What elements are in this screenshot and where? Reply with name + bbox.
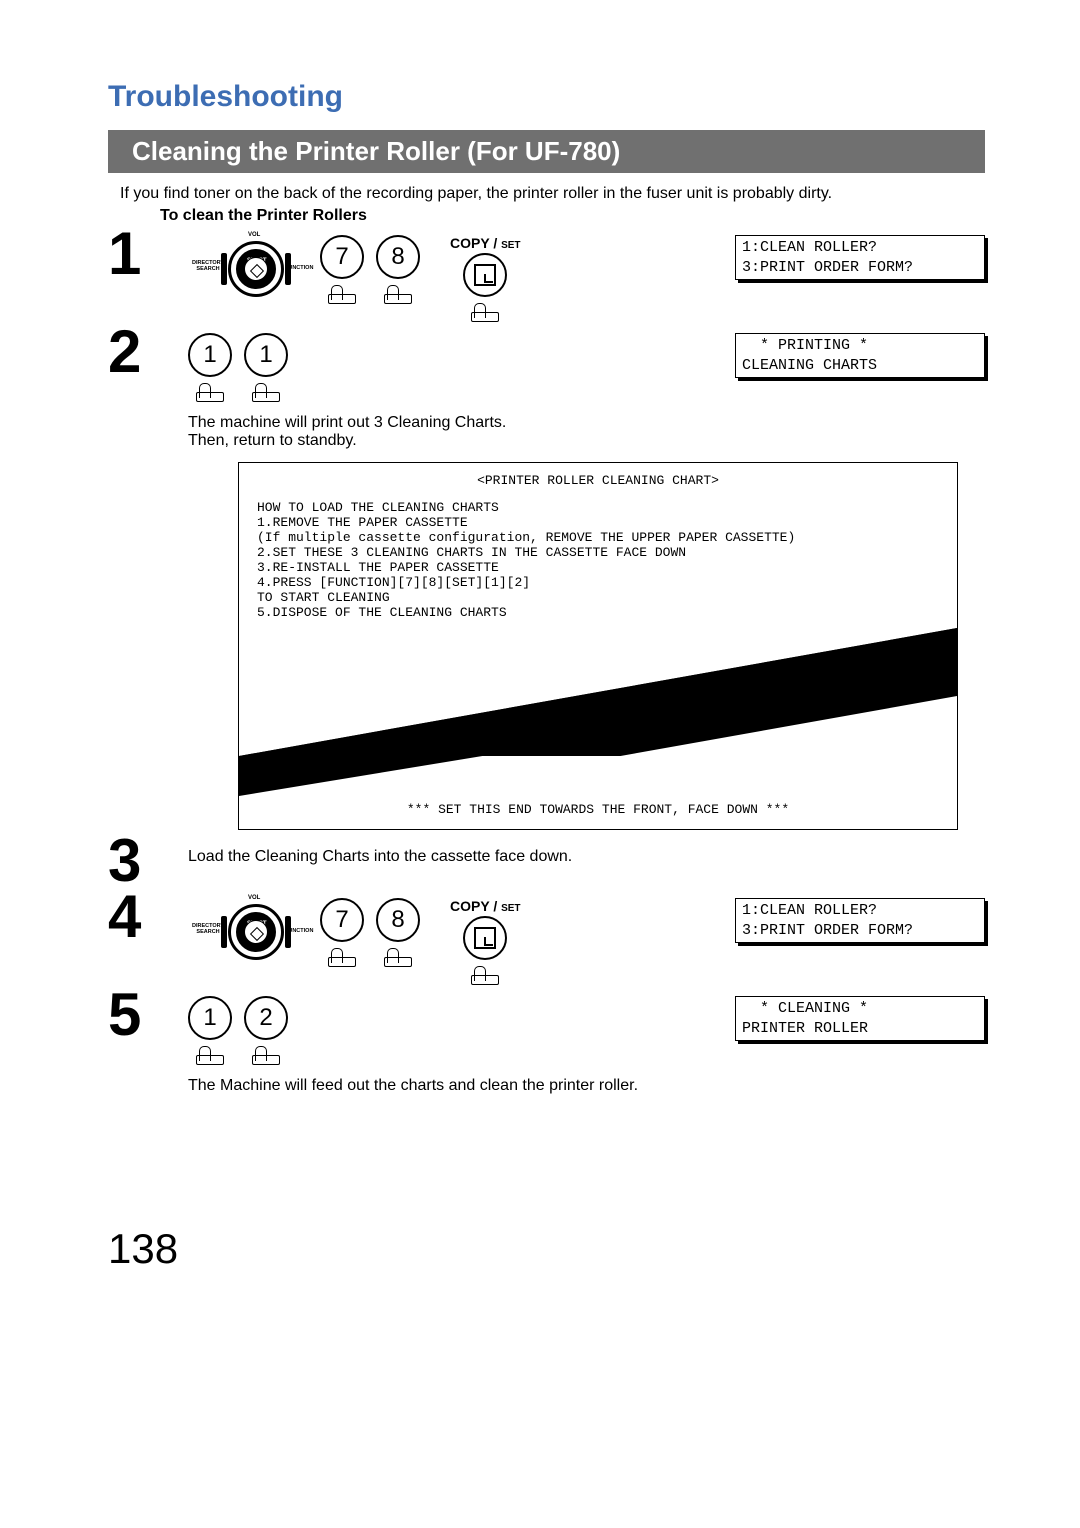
- step-2: 2 1 1 * PRINTING * CLEANING CHARTS: [108, 329, 985, 450]
- key-8: 8: [376, 235, 420, 305]
- black-diagonal-band: [239, 626, 957, 796]
- key-8: 8: [376, 898, 420, 968]
- cleaning-chart: <PRINTER ROLLER CLEANING CHART> HOW TO L…: [238, 462, 958, 830]
- step-number: 5: [108, 988, 188, 1042]
- press-icon: [326, 946, 358, 968]
- lcd-display: * CLEANING * PRINTER ROLLER: [735, 996, 985, 1041]
- press-icon: [194, 381, 226, 403]
- chart-line: (If multiple cassette configuration, REM…: [257, 530, 939, 545]
- step-2-text-1: The machine will print out 3 Cleaning Ch…: [188, 414, 985, 432]
- copy-set-key: COPY / SET: [450, 235, 521, 323]
- chart-line: 3.RE-INSTALL THE PAPER CASSETTE: [257, 560, 939, 575]
- key-1: 1: [188, 996, 232, 1066]
- press-icon: [250, 1044, 282, 1066]
- chart-line: 2.SET THESE 3 CLEANING CHARTS IN THE CAS…: [257, 545, 939, 560]
- press-icon: [382, 283, 414, 305]
- press-icon: [382, 946, 414, 968]
- key-7: 7: [320, 898, 364, 968]
- lcd-display: * PRINTING * CLEANING CHARTS: [735, 333, 985, 378]
- chart-line: 4.PRESS [FUNCTION][7][8][SET][1][2]: [257, 575, 939, 590]
- press-icon: [326, 283, 358, 305]
- step-1: 1 VOL DIRECTORYSEARCH FUNCTION START 7: [108, 231, 985, 323]
- page: Troubleshooting Cleaning the Printer Rol…: [0, 0, 1080, 1313]
- chart-line: 5.DISPOSE OF THE CLEANING CHARTS: [257, 605, 939, 620]
- step-3-text: Load the Cleaning Charts into the casset…: [188, 848, 985, 866]
- chart-title: <PRINTER ROLLER CLEANING CHART>: [257, 473, 939, 488]
- lcd-line: 3:PRINT ORDER FORM?: [742, 258, 978, 278]
- step-5-text: The Machine will feed out the charts and…: [188, 1077, 985, 1095]
- press-icon: [469, 964, 501, 986]
- lcd-line: PRINTER ROLLER: [742, 1019, 978, 1039]
- lcd-line: 3:PRINT ORDER FORM?: [742, 921, 978, 941]
- press-icon: [194, 1044, 226, 1066]
- step-3: 3 Load the Cleaning Charts into the cass…: [108, 838, 985, 888]
- lcd-display: 1:CLEAN ROLLER? 3:PRINT ORDER FORM?: [735, 898, 985, 943]
- lcd-line: 1:CLEAN ROLLER?: [742, 238, 978, 258]
- step-5: 5 1 2 * CLEANING * PRINTER ROLLER: [108, 992, 985, 1095]
- step-2-text-2: Then, return to standby.: [188, 432, 985, 450]
- lcd-line: 1:CLEAN ROLLER?: [742, 901, 978, 921]
- copy-set-key: COPY / SET: [450, 898, 521, 986]
- key-1: 1: [188, 333, 232, 403]
- chart-footer: *** SET THIS END TOWARDS THE FRONT, FACE…: [239, 796, 957, 829]
- subsection-bar: Cleaning the Printer Roller (For UF-780): [108, 130, 985, 173]
- chart-line: 1.REMOVE THE PAPER CASSETTE: [257, 515, 939, 530]
- lcd-line: CLEANING CHARTS: [742, 356, 978, 376]
- directory-label: DIRECTORYSEARCH: [192, 924, 224, 935]
- step-4: 4 VOL DIRECTORYSEARCH FUNCTION START 7: [108, 894, 985, 986]
- step-number: 3: [108, 834, 188, 888]
- section-title: Troubleshooting: [108, 80, 985, 114]
- press-icon: [250, 381, 282, 403]
- step-number: 2: [108, 325, 188, 379]
- step-number: 1: [108, 227, 188, 281]
- subhead: To clean the Printer Rollers: [160, 207, 985, 225]
- lcd-line: * CLEANING *: [742, 999, 978, 1019]
- lcd-display: 1:CLEAN ROLLER? 3:PRINT ORDER FORM?: [735, 235, 985, 280]
- page-number: 138: [108, 1225, 985, 1273]
- intro-text: If you find toner on the back of the rec…: [120, 185, 985, 203]
- chart-line: HOW TO LOAD THE CLEANING CHARTS: [257, 500, 939, 515]
- chart-line: TO START CLEANING: [257, 590, 939, 605]
- key-1b: 1: [244, 333, 288, 403]
- lcd-line: * PRINTING *: [742, 336, 978, 356]
- vol-label: VOL: [248, 895, 260, 901]
- press-icon: [469, 301, 501, 323]
- directory-label: DIRECTORYSEARCH: [192, 261, 224, 272]
- vol-label: VOL: [248, 232, 260, 238]
- nav-cluster: VOL DIRECTORYSEARCH FUNCTION START: [188, 235, 298, 307]
- nav-cluster: VOL DIRECTORYSEARCH FUNCTION START: [188, 898, 298, 970]
- step-number: 4: [108, 890, 188, 944]
- key-2: 2: [244, 996, 288, 1066]
- key-7: 7: [320, 235, 364, 305]
